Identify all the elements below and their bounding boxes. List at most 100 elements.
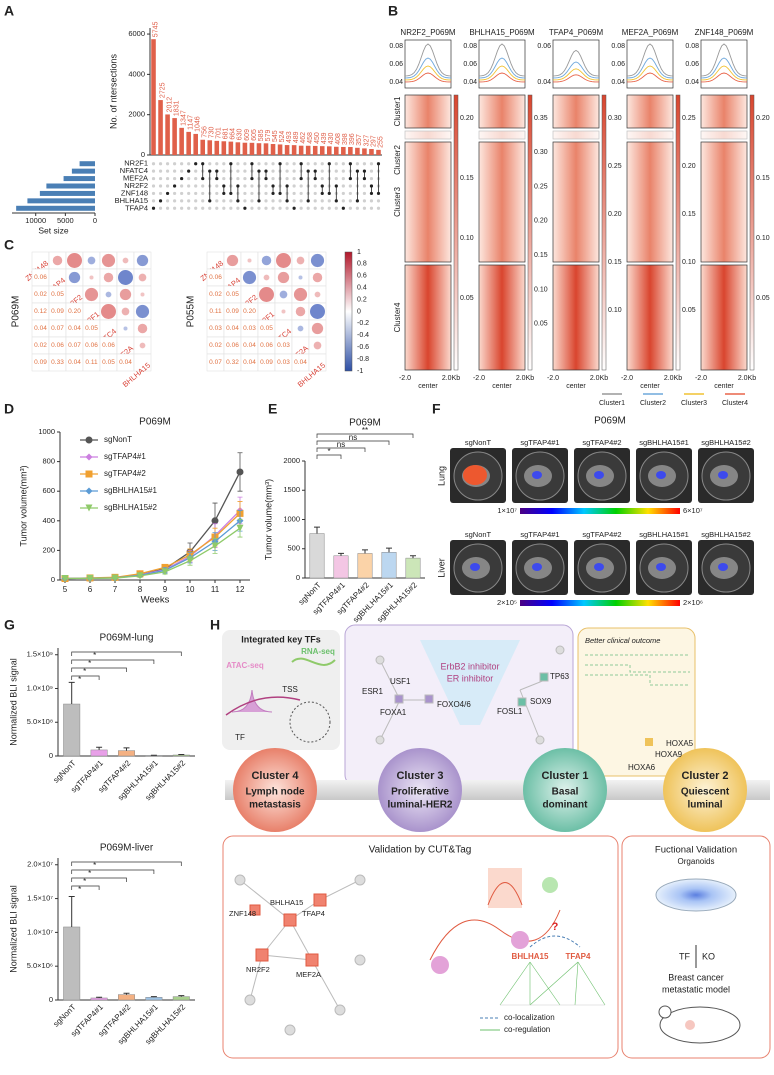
- profile-tick-label: 0.08: [685, 43, 699, 50]
- heatmap-block: [701, 265, 747, 370]
- profile-tick-label: 0.06: [685, 61, 699, 68]
- matrix-dot: [152, 177, 155, 180]
- drug-label: ErbB2 inhibitor: [440, 661, 499, 671]
- colorbar-tick-label: 0.25: [682, 115, 696, 122]
- bar: [207, 140, 212, 155]
- matrix-dot: [166, 199, 169, 202]
- legend-label: co-localization: [504, 1013, 555, 1022]
- significance-bracket: [72, 668, 127, 672]
- cluster-name: Cluster 3: [396, 770, 443, 782]
- matrix-dot: [152, 162, 155, 165]
- box-title: Integrated key TFs: [241, 634, 321, 644]
- value-label: 1147: [188, 115, 195, 130]
- bar: [376, 150, 381, 155]
- x-tick-label: sgNonT: [51, 758, 77, 784]
- significance-label: *: [78, 885, 81, 894]
- node-label: FOSL1: [497, 707, 523, 716]
- matrix-dot: [173, 192, 176, 195]
- matrix-dot: [173, 177, 176, 180]
- matrix-dot: [215, 207, 218, 210]
- matrix-dot: [285, 162, 288, 165]
- legend-label: sgBHLHA15#2: [104, 503, 157, 512]
- matrix-dot: [173, 199, 176, 202]
- matrix-value: 0.06: [85, 342, 98, 349]
- colorbar: [345, 252, 352, 371]
- matrix-dot: [194, 170, 197, 173]
- node-label: TP63: [550, 672, 570, 681]
- legend-marker: [86, 471, 93, 478]
- y-tick-label: 6000: [128, 29, 145, 38]
- signal: [532, 471, 542, 479]
- y-tick-label: 1.0×10⁹: [27, 683, 53, 692]
- bar: [64, 176, 95, 181]
- bar: [299, 146, 304, 155]
- mouse: [660, 1007, 740, 1043]
- matrix-value: 0.06: [226, 342, 239, 349]
- matrix-circle: [53, 256, 63, 266]
- matrix-dot: [314, 199, 317, 202]
- matrix-dot: [370, 162, 373, 165]
- scale-bar: [520, 508, 680, 514]
- matrix-value: 0.05: [51, 291, 64, 298]
- matrix-dot: [159, 170, 162, 173]
- matrix-dot: [293, 184, 296, 187]
- matrix-dot: [264, 207, 267, 210]
- significance-label: *: [83, 667, 86, 676]
- matrix-dot: [208, 162, 211, 165]
- matrix-circle: [102, 254, 115, 267]
- matrix-dot: [187, 192, 190, 195]
- value-label: 1046: [195, 116, 202, 132]
- error-bar: [362, 550, 368, 554]
- matrix-dot: [180, 162, 183, 165]
- heatmap-title: NR2F2_P069M: [400, 28, 455, 37]
- profile-tick-label: 0.04: [685, 79, 699, 86]
- organoid-dish: [656, 879, 736, 911]
- cluster-desc: Basal: [552, 787, 579, 798]
- x-tick-label: center: [640, 383, 660, 390]
- bar: [215, 141, 220, 155]
- sample-label: sgBHLHA15#1: [639, 530, 689, 539]
- bar: [313, 146, 318, 155]
- matrix-dot: [363, 192, 366, 195]
- x-tick-label: 10: [186, 585, 195, 594]
- bar: [236, 142, 241, 155]
- bar: [186, 132, 191, 155]
- matrix-dot: [278, 207, 281, 210]
- cluster-desc: metastasis: [249, 800, 301, 811]
- signal: [463, 465, 487, 485]
- matrix-circle: [294, 288, 307, 301]
- panel-label: H: [210, 617, 220, 633]
- matrix-dot: [152, 184, 155, 187]
- matrix-dot: [342, 177, 345, 180]
- significance-label: ns: [337, 440, 345, 449]
- matrix-dot: [243, 177, 246, 180]
- colorbar-tick-label: -0.8: [357, 356, 369, 363]
- matrix-dot: [300, 192, 303, 195]
- y-axis-label: Tumor volume(mm³): [18, 465, 28, 546]
- box-title: Fuctional Validation: [655, 845, 737, 856]
- label: metastatic model: [662, 984, 730, 994]
- sample-label: sgTFAP4#1: [520, 530, 559, 539]
- colorbar-tick-label: 0.30: [608, 115, 622, 122]
- heatmap-title: MEF2A_P069M: [622, 28, 679, 37]
- matrix-dot: [293, 192, 296, 195]
- matrix-value: 0.20: [68, 308, 81, 315]
- matrix-dot: [187, 177, 190, 180]
- matrix-dot: [250, 199, 253, 202]
- matrix-value: 0.04: [226, 325, 239, 332]
- sample-label: sgTFAP4#2: [582, 438, 621, 447]
- matrix-circle: [299, 276, 303, 280]
- matrix-dot: [335, 207, 338, 210]
- matrix-dot: [201, 207, 204, 210]
- y-tick-label: 1.5×10⁷: [27, 894, 53, 903]
- scale-label: 2×10⁵: [497, 598, 517, 607]
- error-bar: [338, 553, 344, 555]
- signal: [532, 563, 542, 571]
- significance-bracket: [72, 862, 182, 866]
- point: [212, 517, 219, 524]
- panel-label: D: [4, 401, 14, 417]
- matrix-dot: [222, 162, 225, 165]
- matrix-value: 0.04: [243, 359, 256, 366]
- matrix-dot: [201, 184, 204, 187]
- matrix-dot: [271, 170, 274, 173]
